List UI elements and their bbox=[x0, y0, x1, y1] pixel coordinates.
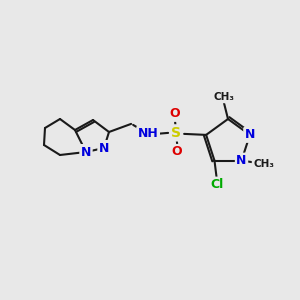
Text: O: O bbox=[170, 107, 180, 120]
Text: S: S bbox=[171, 126, 181, 140]
Text: N: N bbox=[99, 142, 109, 154]
Text: N: N bbox=[245, 128, 255, 141]
Text: NH: NH bbox=[138, 128, 158, 140]
Text: O: O bbox=[172, 146, 182, 158]
Text: N: N bbox=[81, 146, 91, 158]
Text: CH₃: CH₃ bbox=[214, 92, 235, 102]
Text: Cl: Cl bbox=[211, 178, 224, 191]
Text: N: N bbox=[236, 154, 247, 167]
Text: CH₃: CH₃ bbox=[253, 159, 274, 169]
